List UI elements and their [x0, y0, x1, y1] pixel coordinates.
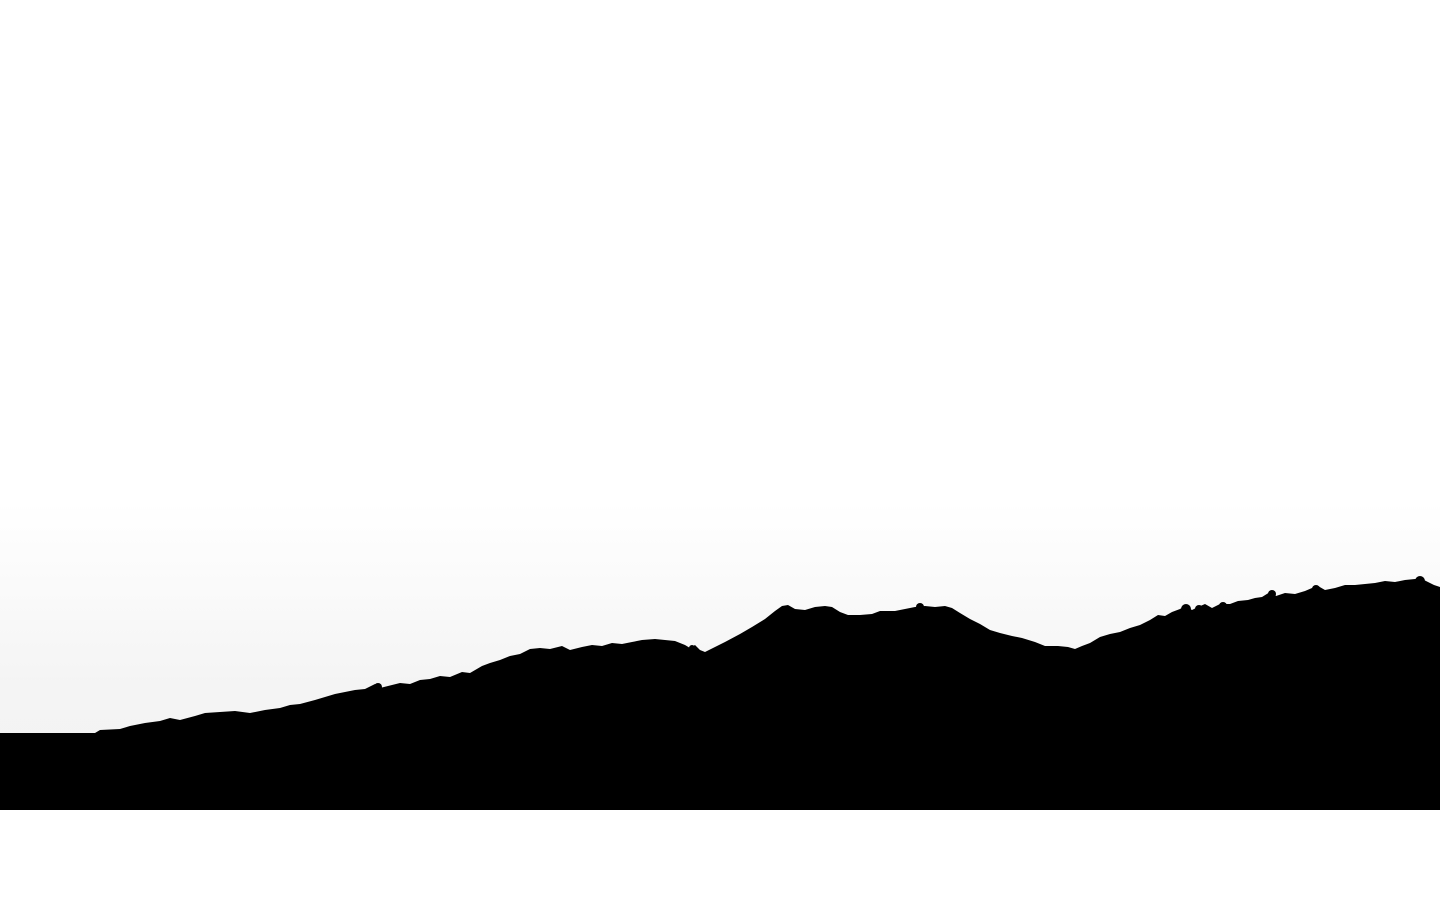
treeline-bumps: [374, 576, 1425, 691]
landscape-photo: [0, 0, 1440, 810]
mountain-ridge: [0, 579, 1440, 810]
mountain-silhouette-image: [0, 0, 1440, 810]
bottom-whitespace: [0, 810, 1440, 899]
